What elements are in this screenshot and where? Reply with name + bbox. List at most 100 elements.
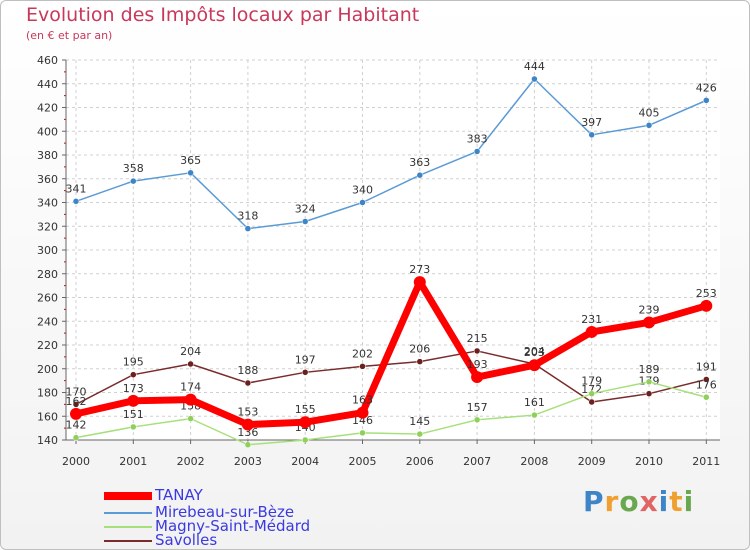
legend-label-tanay: TANAY (155, 486, 203, 504)
x-tick-label: 2002 (177, 455, 205, 468)
data-label-tanay: 231 (581, 313, 602, 326)
legend-swatch-magny (104, 526, 152, 528)
y-tick-label: 200 (37, 363, 58, 376)
data-label-magny-saint-medard: 146 (352, 414, 373, 427)
data-point-savolles (473, 347, 481, 355)
data-label-tanay: 203 (524, 346, 545, 359)
data-point-magny-saint-medard (473, 416, 481, 424)
data-point-mirebeau-sur-beze (244, 225, 252, 232)
data-point-magny-saint-medard (645, 378, 653, 386)
x-tick-label: 2000 (62, 455, 90, 468)
data-point-savolles (301, 369, 309, 376)
data-label-tanay: 193 (467, 358, 488, 371)
data-label-tanay: 174 (180, 381, 201, 394)
series-line-tanay (75, 278, 708, 429)
data-label-savolles: 202 (352, 347, 373, 360)
data-label-savolles: 197 (295, 353, 316, 366)
data-point-mirebeau-sur-beze (72, 198, 80, 205)
data-point-tanay (241, 418, 254, 431)
data-point-magny-saint-medard (703, 394, 710, 401)
x-tick-label: 2010 (635, 455, 663, 468)
data-point-magny-saint-medard (187, 415, 194, 422)
data-label-mirebeau-sur-beze: 397 (581, 116, 602, 129)
data-point-magny-saint-medard (244, 441, 252, 448)
y-tick-label: 460 (37, 54, 58, 67)
data-point-tanay (585, 325, 598, 338)
data-point-savolles (187, 360, 194, 368)
data-point-mirebeau-sur-beze (588, 131, 595, 139)
data-label-mirebeau-sur-beze: 365 (180, 154, 201, 167)
data-point-tanay (471, 371, 484, 384)
data-point-tanay (643, 316, 655, 329)
x-tick-label: 2007 (463, 455, 491, 468)
y-tick-label: 360 (37, 173, 58, 186)
data-point-mirebeau-sur-beze (187, 169, 194, 177)
data-point-savolles (359, 363, 366, 370)
data-label-magny-saint-medard: 151 (123, 408, 144, 421)
data-point-magny-saint-medard (301, 436, 309, 444)
data-label-savolles: 191 (696, 360, 717, 373)
data-label-mirebeau-sur-beze: 358 (123, 162, 144, 175)
data-point-savolles (416, 358, 424, 365)
data-label-savolles: 170 (66, 385, 87, 398)
data-label-tanay: 273 (409, 263, 430, 276)
y-tick-label: 380 (37, 149, 58, 162)
data-label-savolles: 188 (237, 364, 258, 377)
x-tick-label: 2001 (119, 455, 147, 468)
data-point-savolles (72, 401, 80, 408)
data-label-savolles: 204 (524, 345, 545, 358)
x-tick-label: 2011 (692, 455, 720, 468)
data-label-mirebeau-sur-beze: 341 (66, 182, 87, 195)
x-tick-label: 2003 (234, 455, 262, 468)
data-label-savolles: 204 (180, 345, 201, 358)
data-point-mirebeau-sur-beze (416, 171, 424, 179)
y-tick-label: 280 (37, 268, 58, 281)
y-tick-label: 440 (37, 78, 58, 91)
y-tick-label: 420 (37, 102, 58, 115)
series-line-savolles (75, 350, 707, 406)
data-point-tanay (413, 276, 426, 289)
data-label-magny-saint-medard: 189 (639, 363, 660, 376)
data-point-mirebeau-sur-beze (130, 177, 137, 185)
data-point-savolles (645, 390, 653, 397)
data-label-tanay: 155 (295, 403, 316, 416)
series-line-mirebeau-sur-beze (75, 78, 707, 230)
x-tick-label: 2004 (291, 455, 319, 468)
y-tick-label: 180 (37, 387, 58, 400)
y-tick-label: 140 (37, 434, 58, 447)
data-point-mirebeau-sur-beze (703, 97, 710, 104)
data-point-savolles (588, 398, 595, 406)
data-label-mirebeau-sur-beze: 324 (295, 203, 316, 216)
data-label-mirebeau-sur-beze: 340 (352, 184, 373, 197)
data-label-magny-saint-medard: 161 (524, 396, 545, 409)
y-tick-label: 340 (37, 197, 58, 210)
data-point-tanay (528, 359, 541, 372)
data-point-mirebeau-sur-beze (473, 148, 481, 155)
legend-label-magny: Magny-Saint-Médard (155, 517, 311, 535)
data-point-magny-saint-medard (130, 423, 137, 431)
proxiti-logo: Proxiti (583, 485, 695, 518)
data-point-mirebeau-sur-beze (645, 122, 653, 129)
data-point-tanay (70, 407, 82, 420)
data-point-magny-saint-medard (416, 430, 424, 438)
series-line-magny-saint-medard (75, 381, 707, 446)
legend-swatch-mirebeau (104, 512, 152, 514)
y-tick-label: 240 (37, 315, 58, 328)
data-point-tanay (700, 299, 713, 312)
data-point-magny-saint-medard (359, 429, 366, 437)
x-tick-label: 2009 (578, 455, 606, 468)
data-label-magny-saint-medard: 179 (581, 375, 602, 388)
legend-label-savolles: Savolles (155, 531, 218, 549)
data-label-mirebeau-sur-beze: 318 (237, 210, 258, 223)
x-tick-label: 2008 (520, 455, 548, 468)
data-label-mirebeau-sur-beze: 405 (639, 106, 660, 119)
data-label-tanay: 163 (352, 394, 373, 407)
data-label-tanay: 239 (639, 303, 660, 316)
y-tick-label: 320 (37, 220, 58, 233)
data-point-savolles (244, 379, 252, 387)
data-point-savolles (130, 371, 137, 378)
data-label-tanay: 173 (123, 382, 144, 395)
data-point-savolles (703, 376, 710, 383)
data-label-magny-saint-medard: 145 (409, 415, 430, 428)
